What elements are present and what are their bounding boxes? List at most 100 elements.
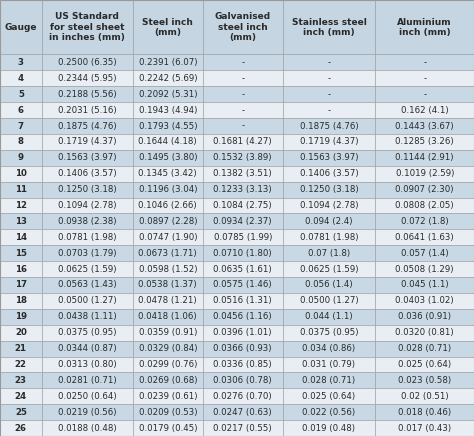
Text: 19: 19 (15, 312, 27, 321)
Text: 0.0785 (1.99): 0.0785 (1.99) (213, 233, 272, 242)
Text: 0.0625 (1.59): 0.0625 (1.59) (58, 265, 117, 274)
Text: 0.0478 (1.21): 0.0478 (1.21) (138, 296, 197, 305)
Text: 0.1495 (3.80): 0.1495 (3.80) (138, 153, 197, 162)
Bar (203, 277, 283, 293)
Bar (42, 166, 133, 182)
Bar (375, 341, 474, 357)
Bar (375, 54, 474, 70)
Text: 0.1943 (4.94): 0.1943 (4.94) (138, 106, 197, 115)
Bar (0, 261, 42, 277)
Text: 0.028 (0.71): 0.028 (0.71) (398, 344, 451, 353)
Text: 0.1144 (2.91): 0.1144 (2.91) (395, 153, 454, 162)
Bar (42, 277, 133, 293)
Text: -: - (328, 90, 330, 99)
Text: 0.0329 (0.84): 0.0329 (0.84) (138, 344, 197, 353)
Bar (375, 102, 474, 118)
Text: 0.2500 (6.35): 0.2500 (6.35) (58, 58, 117, 67)
Bar (375, 0, 474, 54)
Text: -: - (328, 58, 330, 67)
Text: 0.057 (1.4): 0.057 (1.4) (401, 249, 448, 258)
Text: 0.0320 (0.81): 0.0320 (0.81) (395, 328, 454, 337)
Bar (133, 420, 203, 436)
Text: 22: 22 (15, 360, 27, 369)
Bar (283, 86, 375, 102)
Bar (283, 309, 375, 325)
Text: 0.0313 (0.80): 0.0313 (0.80) (58, 360, 117, 369)
Bar (283, 214, 375, 229)
Bar (42, 229, 133, 245)
Bar (375, 166, 474, 182)
Text: -: - (241, 106, 244, 115)
Text: Galvanised
steel inch
(mm): Galvanised steel inch (mm) (215, 12, 271, 42)
Text: 11: 11 (15, 185, 27, 194)
Text: 0.0703 (1.79): 0.0703 (1.79) (58, 249, 117, 258)
Bar (133, 357, 203, 372)
Bar (203, 70, 283, 86)
Text: 0.0625 (1.59): 0.0625 (1.59) (300, 265, 358, 274)
Text: US Standard
for steel sheet
in inches (mm): US Standard for steel sheet in inches (m… (49, 12, 125, 42)
Text: -: - (328, 106, 330, 115)
Text: 0.2092 (5.31): 0.2092 (5.31) (138, 90, 197, 99)
Bar (203, 293, 283, 309)
Bar (283, 388, 375, 404)
Text: -: - (241, 122, 244, 130)
Text: 0.0747 (1.90): 0.0747 (1.90) (138, 233, 197, 242)
Text: 0.0281 (0.71): 0.0281 (0.71) (58, 376, 117, 385)
Text: Stainless steel
inch (mm): Stainless steel inch (mm) (292, 17, 366, 37)
Bar (42, 214, 133, 229)
Bar (375, 118, 474, 134)
Text: 5: 5 (18, 90, 24, 99)
Text: 0.072 (1.8): 0.072 (1.8) (401, 217, 448, 226)
Bar (375, 134, 474, 150)
Text: 0.1875 (4.76): 0.1875 (4.76) (58, 122, 117, 130)
Text: 0.0500 (1.27): 0.0500 (1.27) (300, 296, 358, 305)
Bar (0, 0, 42, 54)
Text: 0.036 (0.91): 0.036 (0.91) (398, 312, 451, 321)
Text: 0.0403 (1.02): 0.0403 (1.02) (395, 296, 454, 305)
Bar (133, 86, 203, 102)
Text: 0.1094 (2.78): 0.1094 (2.78) (300, 201, 358, 210)
Bar (283, 325, 375, 341)
Text: 0.0907 (2.30): 0.0907 (2.30) (395, 185, 454, 194)
Text: 0.1406 (3.57): 0.1406 (3.57) (300, 169, 358, 178)
Text: 0.028 (0.71): 0.028 (0.71) (302, 376, 356, 385)
Bar (375, 229, 474, 245)
Text: Steel inch
(mm): Steel inch (mm) (142, 17, 193, 37)
Bar (203, 0, 283, 54)
Text: 0.0276 (0.70): 0.0276 (0.70) (213, 392, 272, 401)
Text: 0.1084 (2.75): 0.1084 (2.75) (213, 201, 272, 210)
Text: 0.1345 (3.42): 0.1345 (3.42) (138, 169, 197, 178)
Bar (133, 198, 203, 214)
Bar (133, 70, 203, 86)
Text: 0.0179 (0.45): 0.0179 (0.45) (138, 423, 197, 433)
Bar (203, 341, 283, 357)
Bar (42, 0, 133, 54)
Bar (0, 214, 42, 229)
Text: 0.1644 (4.18): 0.1644 (4.18) (138, 137, 197, 146)
Bar (0, 182, 42, 198)
Text: 0.0500 (1.27): 0.0500 (1.27) (58, 296, 117, 305)
Bar (203, 54, 283, 70)
Bar (42, 372, 133, 388)
Text: 0.0563 (1.43): 0.0563 (1.43) (58, 280, 117, 290)
Bar (0, 86, 42, 102)
Text: 0.02 (0.51): 0.02 (0.51) (401, 392, 448, 401)
Text: 0.0508 (1.29): 0.0508 (1.29) (395, 265, 454, 274)
Bar (375, 150, 474, 166)
Text: 0.1719 (4.37): 0.1719 (4.37) (58, 137, 117, 146)
Text: 0.1250 (3.18): 0.1250 (3.18) (58, 185, 117, 194)
Text: 0.2031 (5.16): 0.2031 (5.16) (58, 106, 117, 115)
Bar (0, 309, 42, 325)
Text: 0.034 (0.86): 0.034 (0.86) (302, 344, 356, 353)
Text: 0.056 (1.4): 0.056 (1.4) (305, 280, 353, 290)
Text: 13: 13 (15, 217, 27, 226)
Text: 18: 18 (15, 296, 27, 305)
Bar (42, 325, 133, 341)
Bar (133, 277, 203, 293)
Bar (203, 166, 283, 182)
Bar (283, 150, 375, 166)
Text: 0.044 (1.1): 0.044 (1.1) (305, 312, 353, 321)
Text: 0.1382 (3.51): 0.1382 (3.51) (213, 169, 272, 178)
Bar (283, 341, 375, 357)
Bar (0, 245, 42, 261)
